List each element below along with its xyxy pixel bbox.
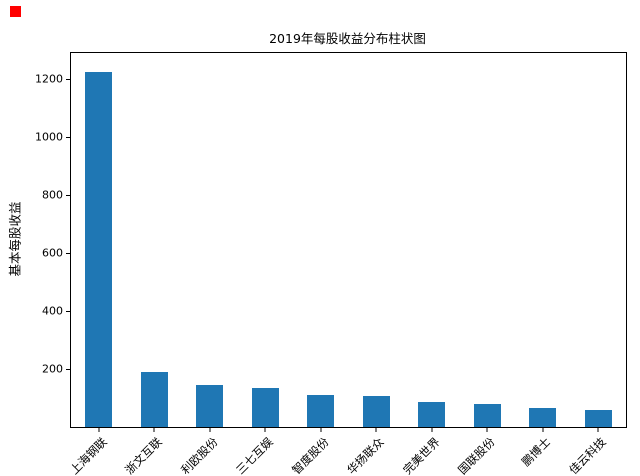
x-tick: [320, 428, 322, 432]
y-tick: [66, 368, 70, 370]
x-tick-label: 智度股份: [288, 434, 332, 476]
x-tick: [153, 428, 155, 432]
x-tick-label: 上海钢联: [66, 434, 110, 476]
x-tick: [597, 428, 599, 432]
y-tick: [66, 78, 70, 80]
bar-10: [584, 410, 612, 427]
x-tick-label: 完美世界: [399, 434, 443, 476]
bar-9: [529, 407, 557, 427]
x-tick-label: 利欧股份: [177, 434, 221, 476]
bar-2: [140, 371, 168, 427]
chart-title: 2019年每股收益分布柱状图: [269, 31, 426, 46]
bar-3: [196, 384, 224, 427]
bar-4: [251, 387, 279, 427]
bar-1: [85, 71, 113, 427]
x-tick: [431, 428, 433, 432]
y-tick-label: 800: [42, 188, 63, 202]
x-tick-label: 浙文互联: [122, 434, 165, 476]
y-tick-label: 1000: [35, 130, 63, 144]
red-square-marker: [10, 6, 21, 17]
y-tick: [66, 310, 70, 312]
x-tick-label: 国联股份: [455, 434, 498, 476]
y-tick-label: 400: [42, 304, 63, 318]
plot-area: 200 400 600 800 1000 1200 上海钢联 浙文互联 利欧股份 三七互娱 智度股份…: [35, 52, 627, 476]
bar-5: [307, 394, 335, 427]
bar-8: [473, 404, 501, 427]
x-tick-label: 三七互娱: [233, 434, 276, 476]
x-tick: [486, 428, 488, 432]
x-tick-label: 华扬联众: [344, 434, 387, 476]
x-tick: [375, 428, 377, 432]
x-tick: [209, 428, 211, 432]
x-tick: [98, 428, 100, 432]
y-tick: [66, 194, 70, 196]
y-tick-label: 1200: [35, 72, 63, 86]
x-tick: [542, 428, 544, 432]
y-tick-label: 600: [42, 246, 63, 260]
y-tick-label: 200: [42, 362, 63, 376]
x-tick-label: 鹏博士: [519, 434, 554, 470]
y-axis-label: 基本每股收益: [7, 201, 23, 277]
y-tick: [66, 136, 70, 138]
x-tick-label: 佳云科技: [566, 434, 609, 476]
bar-7: [418, 402, 446, 427]
y-tick: [66, 252, 70, 254]
x-tick: [264, 428, 266, 432]
bar-6: [362, 395, 390, 427]
